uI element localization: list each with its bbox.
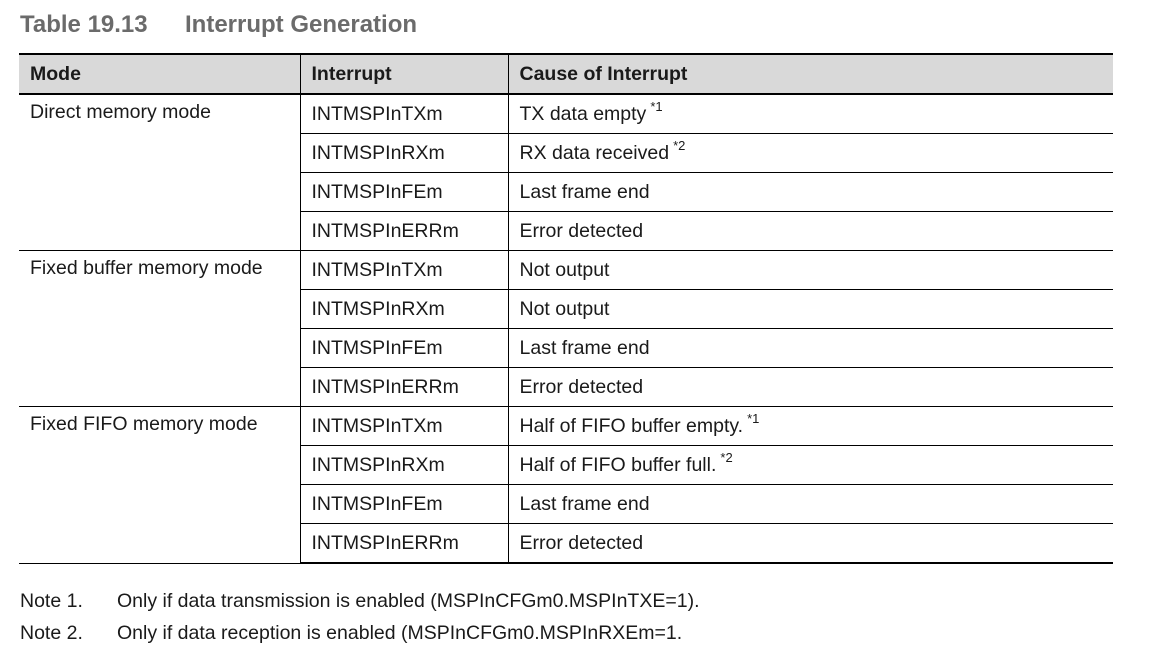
note-ref: *2 bbox=[673, 137, 686, 153]
cause-cell: Last frame end bbox=[507, 484, 1113, 524]
table-row: INTMSPInRXm Half of FIFO buffer full. *2 bbox=[19, 445, 1113, 485]
table-row: INTMSPInFEm Last frame end bbox=[19, 484, 1113, 524]
note-text: Only if data reception is enabled (MSPIn… bbox=[117, 622, 683, 644]
header-row: Mode Interrupt Cause of Interrupt bbox=[19, 53, 1113, 95]
header-interrupt: Interrupt bbox=[299, 53, 508, 95]
header-mode: Mode bbox=[19, 53, 300, 95]
mode-cell: Fixed FIFO memory mode bbox=[19, 406, 300, 564]
cause-cell: RX data received *2 bbox=[507, 133, 1113, 173]
cause-text: Half of FIFO buffer empty. bbox=[519, 414, 744, 437]
interrupt-generation-table: Mode Interrupt Cause of Interrupt Direct… bbox=[19, 53, 1113, 564]
interrupt-cell: INTMSPInTXm bbox=[299, 94, 508, 134]
interrupt-cell: INTMSPInERRm bbox=[299, 211, 508, 251]
note-label: Note 1. bbox=[20, 590, 83, 612]
note-ref: *1 bbox=[747, 410, 760, 426]
note-label: Note 2. bbox=[20, 622, 83, 644]
table-row: INTMSPInFEm Last frame end bbox=[19, 172, 1113, 212]
cause-cell: Last frame end bbox=[507, 172, 1113, 212]
interrupt-cell: INTMSPInTXm bbox=[299, 406, 508, 446]
cause-cell: Last frame end bbox=[507, 328, 1113, 368]
table-row: Direct memory mode INTMSPInTXm TX data e… bbox=[19, 94, 1113, 251]
mode-cell: Direct memory mode bbox=[19, 94, 300, 251]
interrupt-cell: INTMSPInFEm bbox=[299, 484, 508, 524]
cause-cell: Not output bbox=[507, 250, 1113, 290]
table-row: INTMSPInRXm Not output bbox=[19, 289, 1113, 329]
table-row: INTMSPInERRm Error detected bbox=[19, 367, 1113, 407]
mode-cell: Fixed buffer memory mode bbox=[19, 250, 300, 407]
cause-text: TX data empty bbox=[519, 102, 647, 125]
interrupt-cell: INTMSPInTXm bbox=[299, 250, 508, 290]
cause-cell: Not output bbox=[507, 289, 1113, 329]
cause-cell: Error detected bbox=[507, 523, 1113, 564]
interrupt-cell: INTMSPInRXm bbox=[299, 133, 508, 173]
table-row: INTMSPInERRm Error detected bbox=[19, 523, 1113, 564]
cause-cell: Half of FIFO buffer empty. *1 bbox=[507, 406, 1113, 446]
interrupt-cell: INTMSPInERRm bbox=[299, 367, 508, 407]
note-1: Note 1. Only if data transmission is enab… bbox=[20, 588, 700, 620]
note-2: Note 2. Only if data reception is enabled… bbox=[20, 620, 700, 652]
cause-cell: Half of FIFO buffer full. *2 bbox=[507, 445, 1113, 485]
table-title: Interrupt Generation bbox=[185, 11, 418, 38]
table-caption: Table 19.13 Interrupt Generation bbox=[20, 11, 417, 39]
table-notes: Note 1. Only if data transmission is enab… bbox=[20, 588, 700, 652]
interrupt-cell: INTMSPInERRm bbox=[299, 523, 508, 564]
table-row: Fixed FIFO memory mode INTMSPInTXm Half … bbox=[19, 406, 1113, 564]
table-row: INTMSPInFEm Last frame end bbox=[19, 328, 1113, 368]
table-row: INTMSPInERRm Error detected bbox=[19, 211, 1113, 251]
note-ref: *2 bbox=[720, 449, 733, 465]
cause-cell: Error detected bbox=[507, 211, 1113, 251]
interrupt-cell: INTMSPInRXm bbox=[299, 445, 508, 485]
cause-text: RX data received bbox=[519, 141, 670, 164]
header-cause: Cause of Interrupt bbox=[507, 53, 1113, 95]
table-number: Table 19.13 bbox=[20, 11, 148, 38]
note-ref: *1 bbox=[650, 98, 663, 114]
interrupt-cell: INTMSPInRXm bbox=[299, 289, 508, 329]
table-row: Fixed buffer memory mode INTMSPInTXm Not… bbox=[19, 250, 1113, 407]
note-text: Only if data transmission is enabled (MS… bbox=[117, 590, 700, 612]
cause-text: Half of FIFO buffer full. bbox=[519, 453, 717, 476]
interrupt-cell: INTMSPInFEm bbox=[299, 172, 508, 212]
cause-cell: TX data empty *1 bbox=[507, 94, 1113, 134]
cause-cell: Error detected bbox=[507, 367, 1113, 407]
table-row: INTMSPInRXm RX data received *2 bbox=[19, 133, 1113, 173]
interrupt-cell: INTMSPInFEm bbox=[299, 328, 508, 368]
